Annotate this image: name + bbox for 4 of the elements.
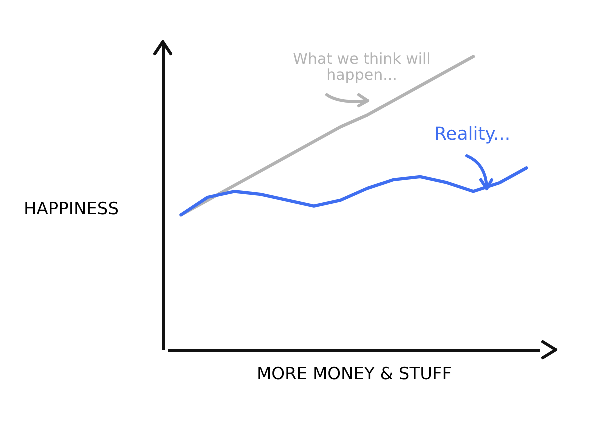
series-label: What we think will happen... [292,50,432,84]
series-label: Reality... [433,124,512,145]
x-axis-title: MORE MONEY & STUFF [256,364,452,384]
y-axis-title: HAPPINESS [24,200,119,220]
